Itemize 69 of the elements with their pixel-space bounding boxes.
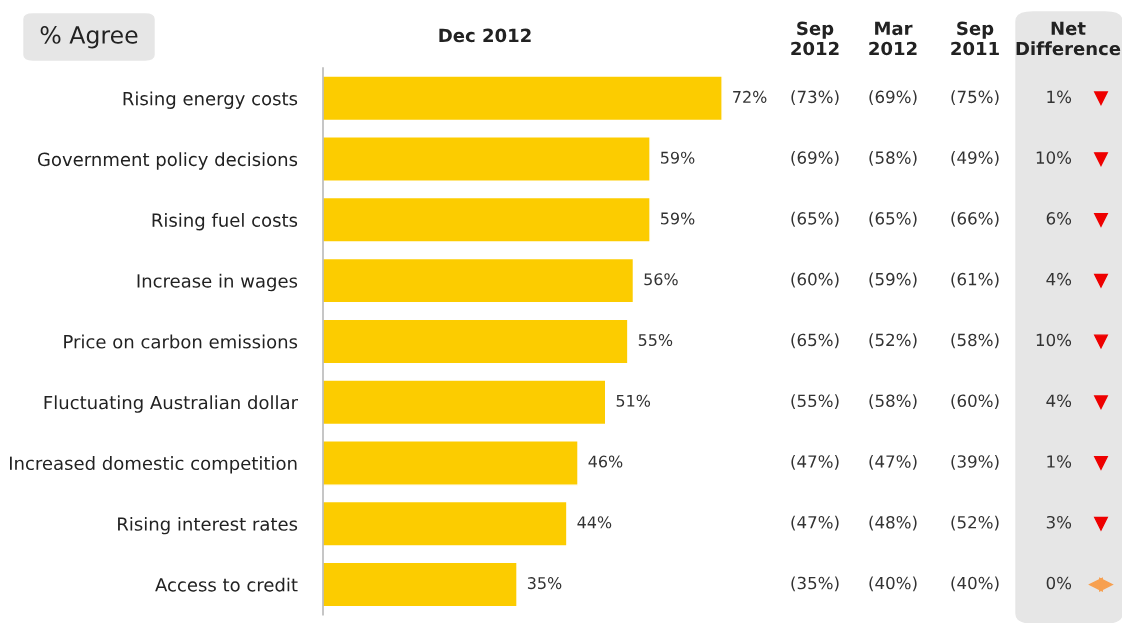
y-tick-label: Fluctuating Australian dollar [44, 395, 299, 413]
data-label: 59% [661, 151, 695, 164]
data-label: 72% [733, 90, 767, 103]
y-tick-label: Access to credit [155, 577, 298, 592]
bar [323, 196, 651, 243]
text: (48%) [869, 515, 917, 531]
data-label: 51% [616, 394, 651, 407]
text: (52%) [869, 333, 917, 349]
text: Net Difference [1016, 21, 1121, 56]
text: 0% [1046, 576, 1072, 590]
text: % Agree [40, 25, 138, 49]
text: (60%) [791, 272, 839, 288]
bar [323, 500, 568, 547]
text: (65%) [869, 211, 917, 227]
bar [323, 136, 651, 182]
y-tick-label: Increased domestic competition [9, 456, 297, 474]
text: (55%) [791, 394, 839, 409]
text: (61%) [951, 272, 999, 288]
data-label: 59% [661, 212, 695, 225]
y-tick-label: Rising interest rates [118, 516, 298, 535]
text: (73%) [791, 90, 839, 106]
text: (47%) [791, 454, 839, 470]
text: (39%) [951, 454, 999, 470]
text: (35%) [791, 576, 839, 592]
text: (59%) [869, 272, 917, 288]
text: (49%) [951, 151, 999, 166]
text: (65%) [791, 333, 839, 349]
data-label: 35% [527, 577, 562, 590]
text: (58%) [869, 151, 917, 166]
y-tick-label: Price on carbon emissions [64, 334, 298, 349]
bar [323, 75, 723, 122]
text: 1% [1047, 90, 1072, 104]
bar [323, 561, 518, 608]
text: 4% [1046, 272, 1072, 286]
bar [323, 318, 629, 365]
bar [323, 379, 607, 426]
text: 3% [1046, 515, 1072, 529]
y-tick-label: Increase in wages [137, 273, 298, 292]
text: (40%) [951, 576, 999, 592]
text: (66%) [951, 211, 999, 227]
text: 10% [1036, 151, 1072, 164]
text: (58%) [951, 333, 999, 349]
bar [323, 257, 635, 304]
text: (58%) [869, 394, 917, 409]
chart-subtitle: Dec 2012 [439, 28, 531, 43]
text: (75%) [951, 90, 999, 106]
text: Sep 2012 [791, 21, 839, 56]
text: (65%) [791, 211, 839, 227]
text: (52%) [951, 515, 999, 531]
bar [323, 440, 579, 486]
y-tick-label: Rising energy costs [123, 91, 298, 109]
text: (40%) [869, 576, 917, 592]
text: 10% [1036, 333, 1072, 347]
text: 1% [1047, 455, 1072, 468]
text: 6% [1046, 212, 1072, 225]
text: (69%) [791, 151, 839, 166]
text: Mar 2012 [869, 21, 917, 56]
data-label: 46% [588, 455, 623, 468]
text: (47%) [869, 454, 917, 470]
text: (60%) [951, 394, 999, 409]
text: Sep 2011 [951, 21, 999, 56]
data-label: 44% [577, 516, 612, 529]
text: (47%) [791, 515, 839, 531]
data-label: 55% [638, 333, 673, 347]
text: (69%) [869, 90, 917, 106]
data-label: 56% [644, 273, 678, 286]
text: 4% [1046, 394, 1072, 408]
y-tick-label: Government policy decisions [37, 152, 298, 170]
y-tick-label: Rising fuel costs [152, 212, 298, 231]
